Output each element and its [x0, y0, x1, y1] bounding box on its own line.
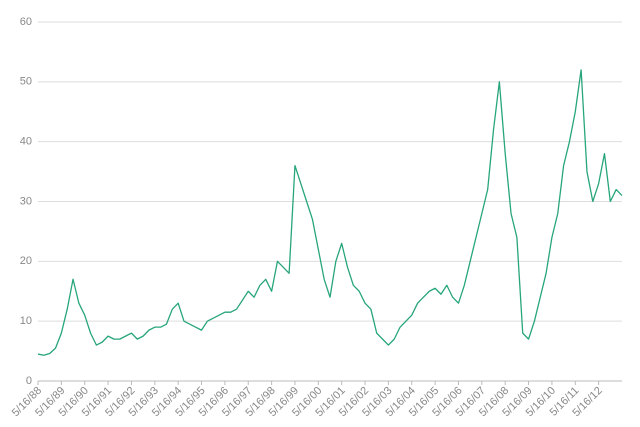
y-tick-label: 30 — [20, 195, 32, 207]
y-tick-label: 40 — [20, 136, 32, 148]
y-tick-label: 0 — [26, 375, 32, 387]
y-tick-label: 20 — [20, 255, 32, 267]
y-tick-label: 60 — [20, 16, 32, 28]
y-tick-label: 10 — [20, 315, 32, 327]
data-line — [37, 69, 623, 356]
y-tick-label: 50 — [20, 76, 32, 88]
